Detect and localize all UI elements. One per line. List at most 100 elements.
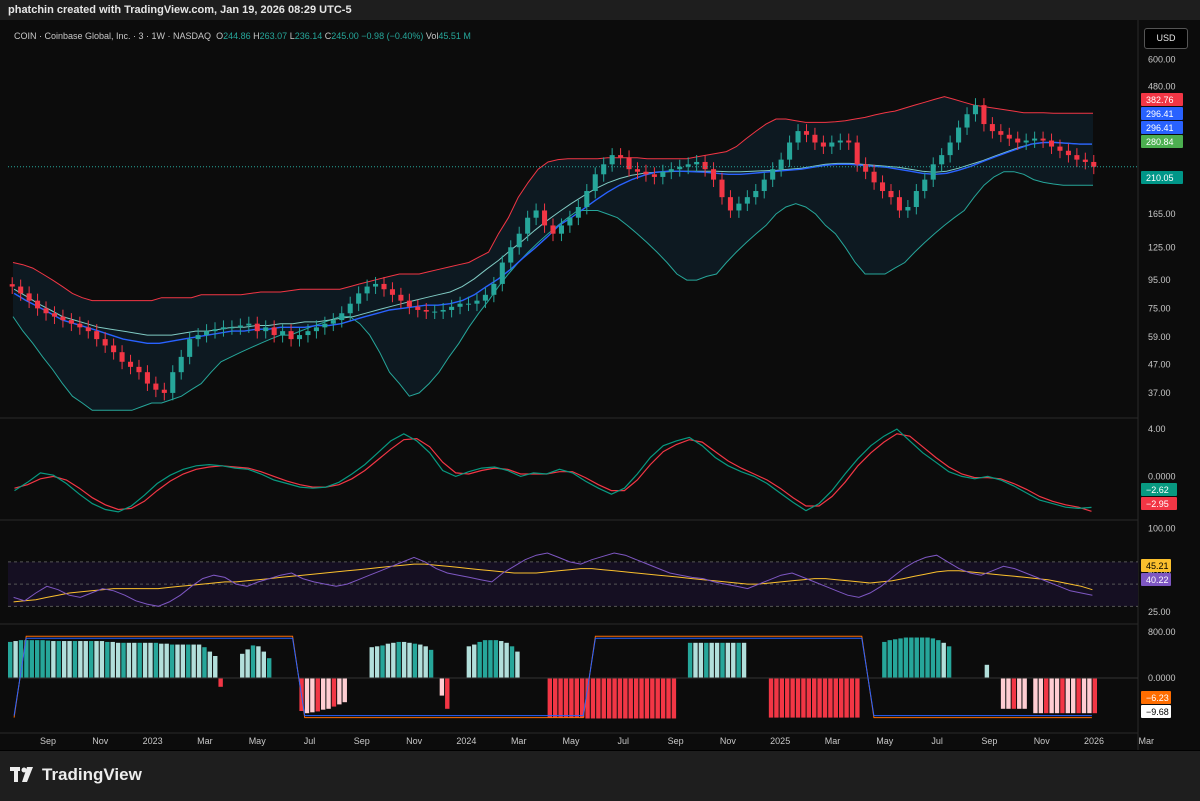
candle-body — [220, 327, 226, 330]
candle-body — [60, 316, 66, 321]
price-tick-label: 37.00 — [1148, 388, 1171, 398]
histogram-bar — [590, 678, 596, 719]
histogram-bar — [153, 642, 159, 678]
histogram-bar — [628, 678, 633, 719]
histogram-bar — [892, 639, 898, 678]
histogram-bar — [1081, 678, 1087, 714]
price-tick-label: 480.00 — [1148, 81, 1176, 91]
candle-body — [457, 303, 463, 307]
price-badge — [1141, 135, 1183, 148]
candle-body — [592, 174, 598, 192]
candle-body — [43, 308, 49, 314]
candle-body — [212, 329, 218, 332]
candle-body — [634, 169, 641, 172]
candle-body — [525, 217, 531, 234]
candle-body — [144, 372, 150, 384]
histogram-bar — [110, 641, 115, 678]
histogram-bar — [930, 638, 936, 678]
time-tick-label: May — [562, 736, 580, 746]
candle-body — [778, 159, 784, 170]
candle-body — [1006, 134, 1012, 139]
histogram-bar — [180, 644, 186, 678]
candle-body — [1040, 138, 1046, 141]
histogram-bar — [941, 642, 946, 678]
histogram-bar — [639, 678, 644, 719]
histogram-bar — [337, 678, 342, 705]
histogram-bar — [887, 640, 892, 678]
histogram-badge-label: −6.23 — [1146, 693, 1169, 703]
price-badge — [1141, 171, 1183, 184]
histogram-bar — [644, 678, 650, 719]
histogram-bar — [218, 678, 223, 687]
candle-body — [694, 161, 700, 165]
histogram-bar — [472, 644, 477, 678]
low-value: 236.14 — [294, 31, 323, 41]
histogram-bar — [725, 642, 731, 678]
candle-body — [744, 197, 750, 204]
histogram-bar — [396, 641, 401, 678]
histogram-bar — [105, 641, 110, 678]
histogram-bar — [612, 678, 617, 719]
candle-body — [972, 105, 979, 115]
candle-body — [846, 140, 852, 143]
price-badge-label: 210.05 — [1146, 173, 1174, 183]
time-tick-label: 2024 — [456, 736, 476, 746]
histogram-bar — [806, 678, 812, 718]
histogram-bar — [812, 678, 817, 718]
price-badge — [1141, 121, 1183, 134]
histogram-bar — [88, 641, 94, 678]
candle-body — [263, 327, 269, 332]
histogram-bar — [261, 651, 267, 678]
currency-button[interactable]: USD — [1144, 28, 1188, 49]
close-value: 245.00 — [331, 31, 359, 41]
histogram-bar — [768, 678, 774, 718]
time-tick-label: Mar — [1139, 736, 1155, 746]
price-tick-label: 47.00 — [1148, 359, 1171, 369]
histogram-bar — [855, 678, 860, 718]
time-tick-label: Nov — [720, 736, 737, 746]
candle-body — [651, 174, 657, 177]
price-tick-label: 95.00 — [1148, 275, 1171, 285]
histogram-bar — [1000, 678, 1006, 709]
histogram-bar — [374, 646, 380, 678]
chart-canvas[interactable]: 600.00480.00225.00165.00125.0095.0075.00… — [0, 20, 1200, 750]
histogram-bar — [1065, 678, 1071, 714]
histogram-bar — [164, 643, 169, 678]
candle-body — [989, 124, 995, 132]
time-tick-label: Sep — [354, 736, 370, 746]
histogram-bar — [909, 637, 914, 678]
candle-body — [246, 323, 252, 326]
histogram-bar — [515, 651, 520, 678]
symbol-name: COIN · Coinbase Global, Inc. · 3 · 1W · … — [14, 31, 212, 41]
histogram-bar — [553, 678, 558, 718]
candle-body — [567, 217, 573, 226]
histogram-bar — [320, 678, 326, 710]
candle-body — [964, 114, 970, 128]
candle-body — [880, 182, 886, 192]
candle-body — [1065, 150, 1071, 156]
histogram-bar — [606, 678, 612, 719]
candle-body — [195, 335, 201, 340]
time-tick-label: Nov — [406, 736, 423, 746]
histogram-bar — [655, 678, 660, 719]
histogram-bar — [1033, 678, 1038, 714]
chart-frame[interactable]: 600.00480.00225.00165.00125.0095.0075.00… — [0, 20, 1200, 750]
histogram-bar — [1071, 678, 1076, 714]
rsi-badge — [1141, 573, 1171, 586]
candle-body — [161, 389, 167, 393]
histogram-bar — [601, 678, 606, 719]
histogram-bar — [569, 678, 574, 718]
histogram-bar — [585, 678, 590, 719]
histogram-bar — [709, 642, 714, 678]
candle-body — [542, 210, 548, 226]
histogram-bar — [898, 638, 903, 678]
candle-body — [1057, 146, 1063, 151]
candle-body — [1048, 140, 1055, 147]
histogram-bar — [509, 646, 515, 678]
histogram-bar — [401, 641, 407, 678]
candle-body — [440, 309, 446, 312]
time-tick-label: May — [249, 736, 267, 746]
price-badge — [1141, 107, 1183, 120]
histogram-bar — [633, 678, 639, 719]
candle-body — [736, 203, 742, 211]
